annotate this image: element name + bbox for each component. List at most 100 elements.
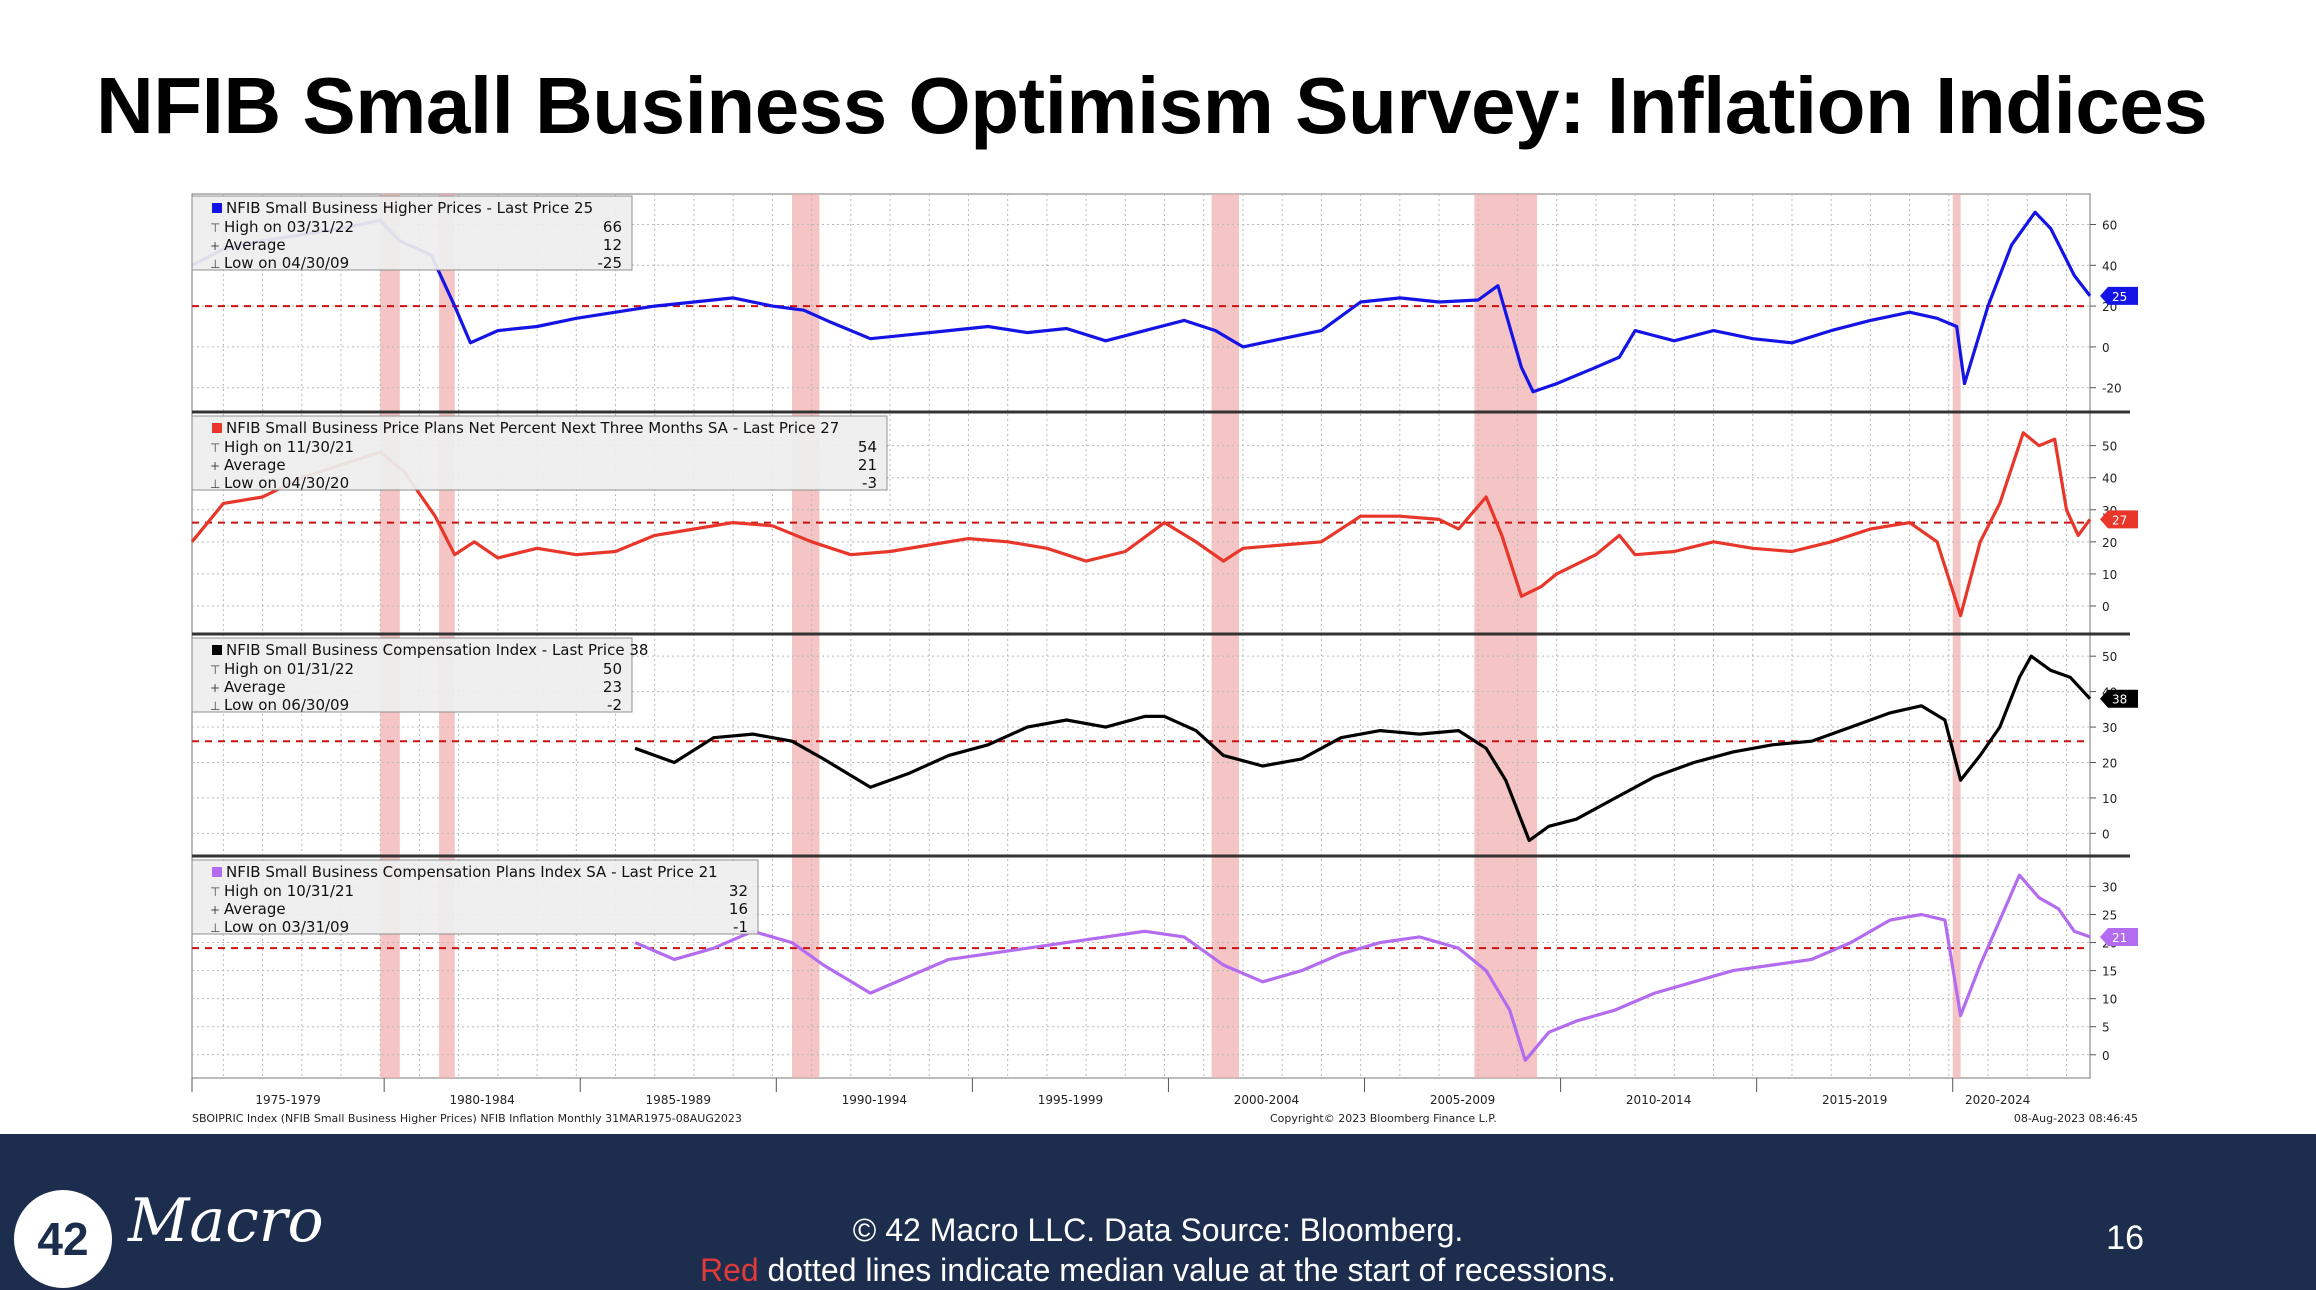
series-line xyxy=(190,431,2092,618)
last-price-value: 25 xyxy=(2112,290,2127,304)
legend-stat-label: Low on 03/31/09 xyxy=(224,918,349,936)
x-tick-label: 2000-2004 xyxy=(1234,1093,1299,1107)
legend-stat-glyph: ⊤ xyxy=(210,221,220,235)
last-price-tag: 21 xyxy=(2100,927,2138,946)
recession-band xyxy=(791,194,820,1078)
y-tick-label: 50 xyxy=(2102,650,2117,664)
x-tick-label: 1980-1984 xyxy=(449,1093,514,1107)
legend-stat-glyph: ⊥ xyxy=(210,477,220,491)
legend-stat-label: Low on 06/30/09 xyxy=(224,696,349,714)
legend-stat-glyph: ⊤ xyxy=(210,441,220,455)
footer-source: © 42 Macro LLC. Data Source: Bloomberg. xyxy=(852,1212,1464,1248)
legend-stat-value: 21 xyxy=(858,456,877,474)
series-legend: NFIB Small Business Higher Prices - Last… xyxy=(191,195,633,272)
legend-series-name: NFIB Small Business Price Plans Net Perc… xyxy=(226,419,839,437)
legend-stat-glyph: ⊥ xyxy=(210,699,220,713)
last-price-marker xyxy=(2100,286,2138,305)
y-tick-label: 10 xyxy=(2102,792,2117,806)
page-number: 16 xyxy=(2106,1219,2144,1257)
y-tick-label: 20 xyxy=(2102,756,2117,770)
x-tick-label: 1995-1999 xyxy=(1038,1093,1103,1107)
legend-stat-label: Average xyxy=(224,678,286,696)
recession-band xyxy=(1211,194,1240,1078)
legend-stat-label: High on 03/31/22 xyxy=(224,218,354,236)
last-price-tag: 27 xyxy=(2100,510,2138,529)
legend-stat-value: 23 xyxy=(603,678,622,696)
y-tick-label: 10 xyxy=(2102,568,2117,582)
legend-stat-label: High on 11/30/21 xyxy=(224,438,354,456)
x-tick-label: 2015-2019 xyxy=(1822,1093,1887,1107)
series-legend: NFIB Small Business Price Plans Net Perc… xyxy=(191,415,888,492)
series-line xyxy=(634,654,2092,843)
legend-swatch xyxy=(212,203,222,213)
last-price-marker xyxy=(2100,510,2138,529)
footer-note-text: dotted lines indicate median value at th… xyxy=(758,1252,1617,1288)
legend-stat-value: -2 xyxy=(607,696,622,714)
legend-stat-glyph: + xyxy=(210,239,220,253)
logo-wordmark: Macro xyxy=(128,1186,324,1256)
legend-stat-label: Low on 04/30/09 xyxy=(224,254,349,272)
y-tick-label: 30 xyxy=(2102,880,2117,894)
y-tick-label: 0 xyxy=(2102,827,2110,841)
series-line xyxy=(634,873,2091,1062)
y-tick-label: -20 xyxy=(2102,382,2122,396)
legend-stat-value: 50 xyxy=(603,660,622,678)
legend-stat-label: Average xyxy=(224,236,286,254)
legend-stat-glyph: + xyxy=(210,903,220,917)
bloomberg-timestamp: 08-Aug-2023 08:46:45 xyxy=(2014,1112,2138,1125)
last-price-value: 21 xyxy=(2112,931,2127,945)
legend-stat-glyph: ⊤ xyxy=(210,885,220,899)
last-price-marker xyxy=(2100,927,2138,946)
legend-stat-label: Average xyxy=(224,900,286,918)
bloomberg-copyright: Copyright© 2023 Bloomberg Finance L.P. xyxy=(1270,1112,1497,1125)
legend-stat-glyph: ⊤ xyxy=(210,663,220,677)
bloomberg-source: SBOIPRIC Index (NFIB Small Business High… xyxy=(192,1112,742,1125)
y-tick-label: 0 xyxy=(2102,341,2110,355)
last-price-tag: 25 xyxy=(2100,286,2138,305)
y-tick-label: 15 xyxy=(2102,965,2117,979)
legend-box xyxy=(191,859,759,935)
legend-stat-value: 32 xyxy=(729,882,748,900)
last-price-value: 38 xyxy=(2112,693,2127,707)
series-legend: NFIB Small Business Compensation Index -… xyxy=(191,637,648,714)
legend-swatch xyxy=(212,867,222,877)
legend-stat-value: 12 xyxy=(603,236,622,254)
legend-series-name: NFIB Small Business Compensation Plans I… xyxy=(226,863,718,881)
last-price-value: 27 xyxy=(2112,513,2127,527)
legend-stat-label: High on 10/31/21 xyxy=(224,882,354,900)
legend-stat-glyph: ⊥ xyxy=(210,257,220,271)
legend-stat-value: 54 xyxy=(858,438,877,456)
legend-box xyxy=(191,637,633,713)
legend-stat-label: Low on 04/30/20 xyxy=(224,474,349,492)
y-tick-label: 0 xyxy=(2102,600,2110,614)
y-tick-label: 20 xyxy=(2102,536,2117,550)
chart-frame xyxy=(191,193,2091,1079)
legend-box xyxy=(191,415,888,491)
legend-series-name: NFIB Small Business Higher Prices - Last… xyxy=(226,199,593,217)
x-tick-label: 2020-2024 xyxy=(1965,1093,2030,1107)
last-price-marker xyxy=(2100,689,2138,708)
legend-stat-value: -1 xyxy=(733,918,748,936)
logo-badge: 42 xyxy=(14,1190,112,1288)
recession-band xyxy=(380,194,400,1078)
legend-stat-value: -3 xyxy=(862,474,877,492)
legend-stat-value: -25 xyxy=(598,254,623,272)
y-tick-label: 60 xyxy=(2102,218,2117,232)
legend-swatch xyxy=(212,645,222,655)
legend-stat-glyph: ⊥ xyxy=(210,921,220,935)
x-tick-label: 2010-2014 xyxy=(1626,1093,1691,1107)
y-tick-label: 40 xyxy=(2102,259,2117,273)
legend-stat-value: 66 xyxy=(603,218,622,236)
y-tick-label: 5 xyxy=(2102,1021,2110,1035)
legend-stat-glyph: + xyxy=(210,459,220,473)
legend-box xyxy=(191,195,633,271)
series-legend: NFIB Small Business Compensation Plans I… xyxy=(191,859,759,936)
recession-band xyxy=(1952,194,1961,1078)
y-tick-label: 30 xyxy=(2102,721,2117,735)
footer-note: Red dotted lines indicate median value a… xyxy=(0,1252,2316,1289)
x-tick-label: 1985-1989 xyxy=(646,1093,711,1107)
x-tick-label: 2005-2009 xyxy=(1430,1093,1495,1107)
x-tick-label: 1990-1994 xyxy=(842,1093,907,1107)
y-tick-label: 50 xyxy=(2102,440,2117,454)
